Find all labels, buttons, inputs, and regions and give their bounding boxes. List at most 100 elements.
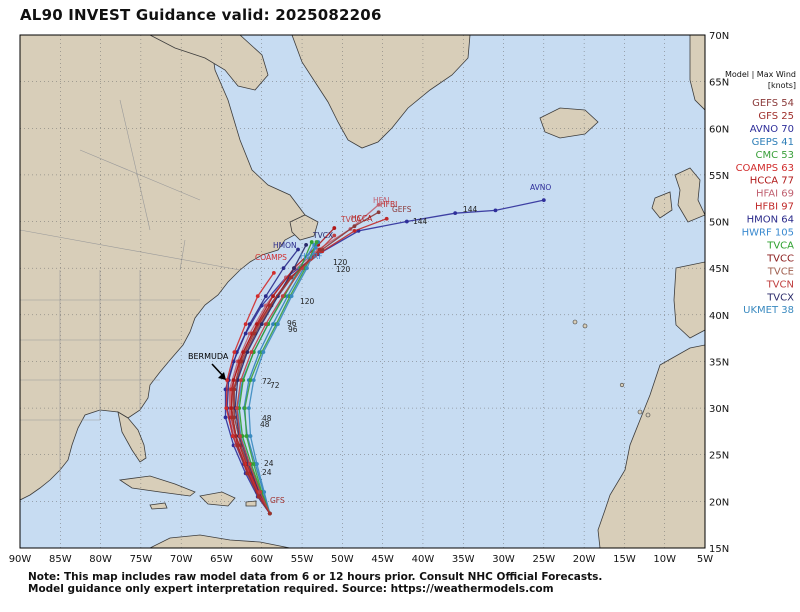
track-point [493, 208, 498, 213]
track-point [332, 233, 337, 238]
britain-land [674, 167, 705, 223]
lon-tick-label: 80W [89, 554, 112, 565]
track-end-label: HCCA [351, 214, 373, 223]
track-end-label: HWRF [300, 252, 323, 261]
jamaica-land [149, 502, 168, 510]
track-point [281, 266, 286, 271]
lon-tick-label: 75W [130, 554, 153, 565]
track-point [292, 266, 296, 271]
forecast-hour-label: 72 [262, 377, 272, 386]
lat-tick-label: 20N [709, 497, 729, 508]
madeira-island [619, 382, 625, 388]
lat-tick-label: 15N [709, 544, 729, 555]
track-point [242, 406, 247, 410]
track-point [275, 322, 280, 327]
track-point [271, 322, 275, 327]
lat-tick-label: 40N [709, 311, 729, 322]
track-point [238, 359, 243, 364]
track-point [230, 434, 235, 438]
track-point [267, 303, 272, 308]
iceland-land [539, 107, 599, 139]
track-point [384, 216, 389, 221]
legend-item-hfbi: HFBI 97 [755, 202, 794, 213]
track-end-label: COAMPS [255, 253, 287, 262]
track-point [251, 378, 256, 383]
track-point [313, 245, 318, 250]
legend-item-gfs: GFS 25 [758, 111, 794, 122]
lat-tick-label: 30N [709, 404, 729, 415]
baffin-island [149, 35, 269, 91]
track-point [255, 462, 259, 466]
track-point [376, 210, 381, 215]
legend-item-hmon: HMON 64 [747, 215, 794, 226]
track-point [259, 322, 264, 327]
track-end-label: HMON [273, 241, 297, 250]
page-title: AL90 INVEST Guidance valid: 2025082206 [20, 6, 382, 24]
lon-tick-label: 70W [170, 554, 193, 565]
lon-tick-label: 10W [653, 554, 676, 565]
azores-island [572, 319, 578, 325]
track-point [263, 294, 268, 299]
track-point [244, 434, 249, 438]
track-point [296, 247, 300, 252]
track-point [248, 378, 253, 383]
forecast-hour-label: 24 [262, 468, 272, 477]
iberia-land [673, 261, 705, 339]
track-point [309, 240, 314, 244]
greenland-land [291, 35, 471, 149]
forecast-hour-label: 120 [300, 297, 315, 306]
track-point [229, 406, 234, 410]
forecast-hour-label: 72 [270, 381, 280, 390]
track-point [246, 406, 251, 410]
track-end-label: HFBI [380, 200, 397, 209]
lon-tick-label: 60W [250, 554, 273, 565]
track-point [230, 415, 235, 420]
legend-item-gefs: GEFS 54 [752, 98, 794, 109]
track-point [245, 350, 250, 355]
track-end-label: AVNO [530, 183, 551, 192]
lon-tick-label: 30W [492, 554, 515, 565]
africa-land [597, 344, 705, 548]
track-point [262, 490, 267, 494]
track-point [245, 471, 250, 476]
lat-tick-label: 50N [709, 218, 729, 229]
track-end-label: GEFS [392, 205, 412, 214]
track-point [223, 415, 228, 420]
track-point [232, 350, 237, 355]
track-point [352, 224, 357, 229]
lat-tick-label: 55N [709, 171, 729, 182]
track-point [288, 275, 293, 280]
lat-tick-label: 60N [709, 124, 729, 135]
puerto-rico-land [245, 500, 257, 507]
footnote: Note: This map includes raw model data f… [28, 571, 602, 595]
legend-item-tvcn: TVCN [766, 279, 794, 290]
track-point [271, 270, 276, 275]
track-point [352, 228, 357, 233]
legend-item-tvce: TVCE [767, 266, 794, 277]
track-point [267, 511, 272, 516]
legend-item-hwrf: HWRF 105 [742, 228, 794, 239]
lat-tick-label: 65N [709, 78, 729, 89]
footnote-line: Note: This map includes raw model data f… [28, 571, 603, 583]
legend-item-tvcx: TVCX [766, 292, 794, 303]
track-point [235, 443, 240, 448]
lon-tick-label: 65W [210, 554, 233, 565]
forecast-hour-label: 48 [260, 420, 270, 429]
lat-tick-label: 70N [709, 31, 729, 42]
legend-item-coamps: COAMPS 63 [736, 163, 794, 174]
track-point [234, 406, 239, 410]
canary-island [645, 412, 651, 418]
legend: Model | Max Wind [knots] GEFS 54 GFS 25 AVNO… [725, 70, 796, 316]
lon-tick-label: 20W [573, 554, 596, 565]
legend-item-tvcc: TVCC [766, 253, 794, 264]
legend-item-ukmet: UKMET 38 [743, 305, 794, 316]
forecast-hour-label: 96 [288, 325, 298, 334]
track-point [376, 202, 381, 207]
florida-land [117, 411, 147, 463]
norway-land [689, 35, 705, 111]
track-point [251, 331, 256, 336]
lon-tick-label: 90W [9, 554, 32, 565]
legend-item-cmc: CMC 53 [756, 150, 795, 161]
canary-island [637, 409, 643, 415]
